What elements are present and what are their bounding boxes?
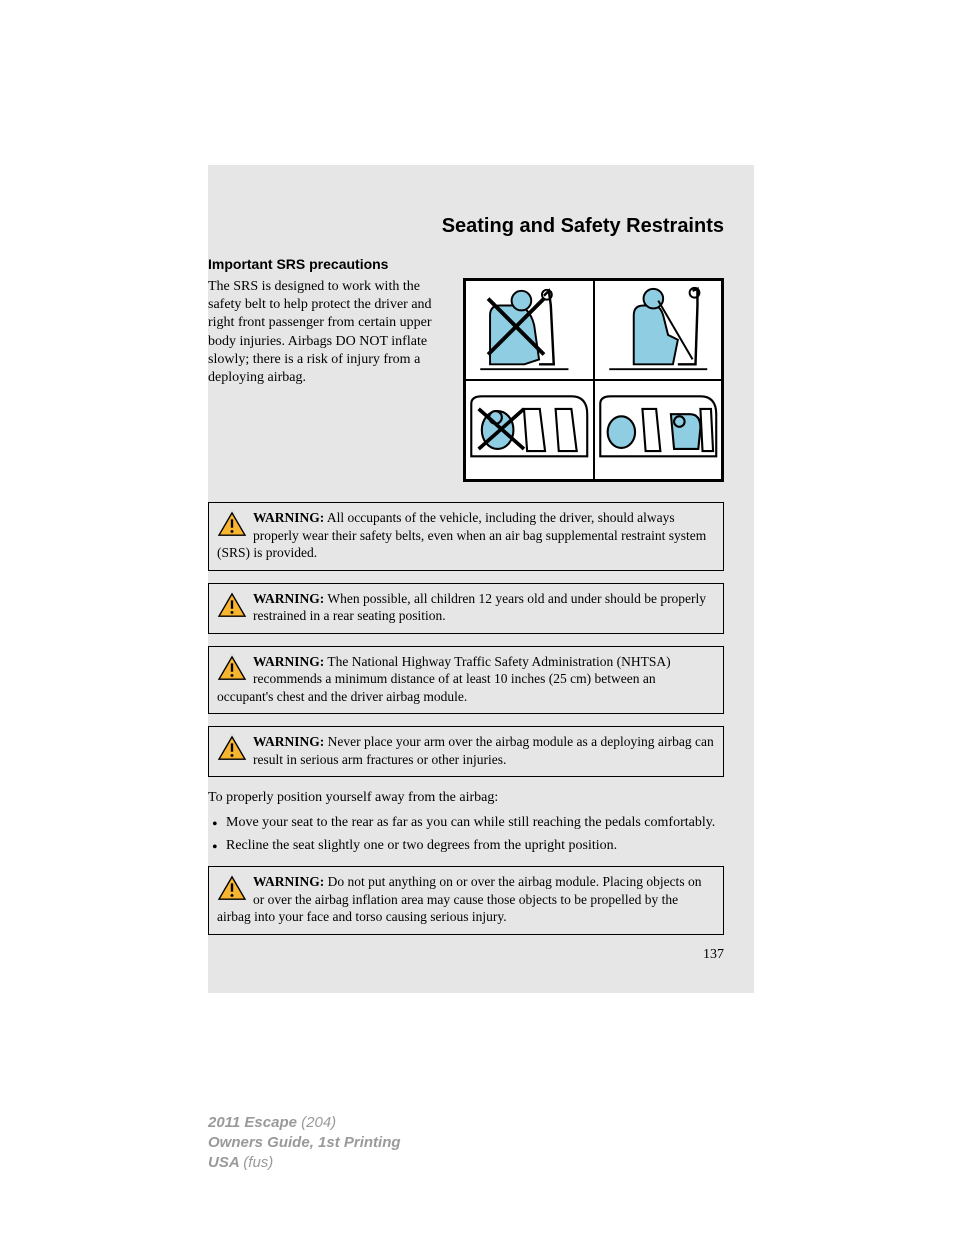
footer-region: USA: [208, 1154, 243, 1171]
bullet-list: Move your seat to the rear as far as you…: [208, 814, 724, 856]
warning-label: WARNING:: [253, 510, 324, 525]
document-page: Seating and Safety Restraints Important …: [208, 165, 754, 993]
warning-triangle-icon: [217, 735, 247, 761]
sub-heading: Important SRS precautions: [208, 256, 724, 272]
illustration-correct-seated: [594, 280, 723, 380]
page-number: 137: [208, 947, 724, 963]
positioning-intro: To properly position yourself away from …: [208, 789, 724, 808]
footer-region-code: (fus): [243, 1154, 273, 1171]
warning-box-1: WARNING: All occupants of the vehicle, i…: [208, 502, 724, 571]
warning-box-3: WARNING: The National Highway Traffic Sa…: [208, 646, 724, 715]
warning-triangle-icon: [217, 511, 247, 537]
warning-label: WARNING:: [253, 591, 324, 606]
warning-box-5: WARNING: Do not put anything on or over …: [208, 866, 724, 935]
illustration-incorrect-child-front: [465, 380, 594, 480]
illustration-incorrect-leaning: [465, 280, 594, 380]
warning-label: WARNING:: [253, 654, 324, 669]
warning-box-2: WARNING: When possible, all children 12 …: [208, 583, 724, 634]
list-item: Move your seat to the rear as far as you…: [208, 814, 724, 833]
warning-label: WARNING:: [253, 874, 324, 889]
footer-code: (204): [301, 1114, 336, 1131]
footer: 2011 Escape (204) Owners Guide, 1st Prin…: [208, 1113, 954, 1174]
airbag-illustration-grid: [463, 278, 724, 482]
intro-paragraph: The SRS is designed to work with the saf…: [208, 278, 453, 482]
footer-model: 2011 Escape: [208, 1114, 301, 1131]
warning-label: WARNING:: [253, 734, 324, 749]
warning-triangle-icon: [217, 655, 247, 681]
intro-row: The SRS is designed to work with the saf…: [208, 278, 724, 482]
warning-box-4: WARNING: Never place your arm over the a…: [208, 726, 724, 777]
illustration-correct-child-rear: [594, 380, 723, 480]
list-item: Recline the seat slightly one or two deg…: [208, 837, 724, 856]
warning-triangle-icon: [217, 875, 247, 901]
footer-guide: Owners Guide, 1st Printing: [208, 1133, 954, 1153]
warning-triangle-icon: [217, 592, 247, 618]
section-title: Seating and Safety Restraints: [208, 215, 724, 238]
